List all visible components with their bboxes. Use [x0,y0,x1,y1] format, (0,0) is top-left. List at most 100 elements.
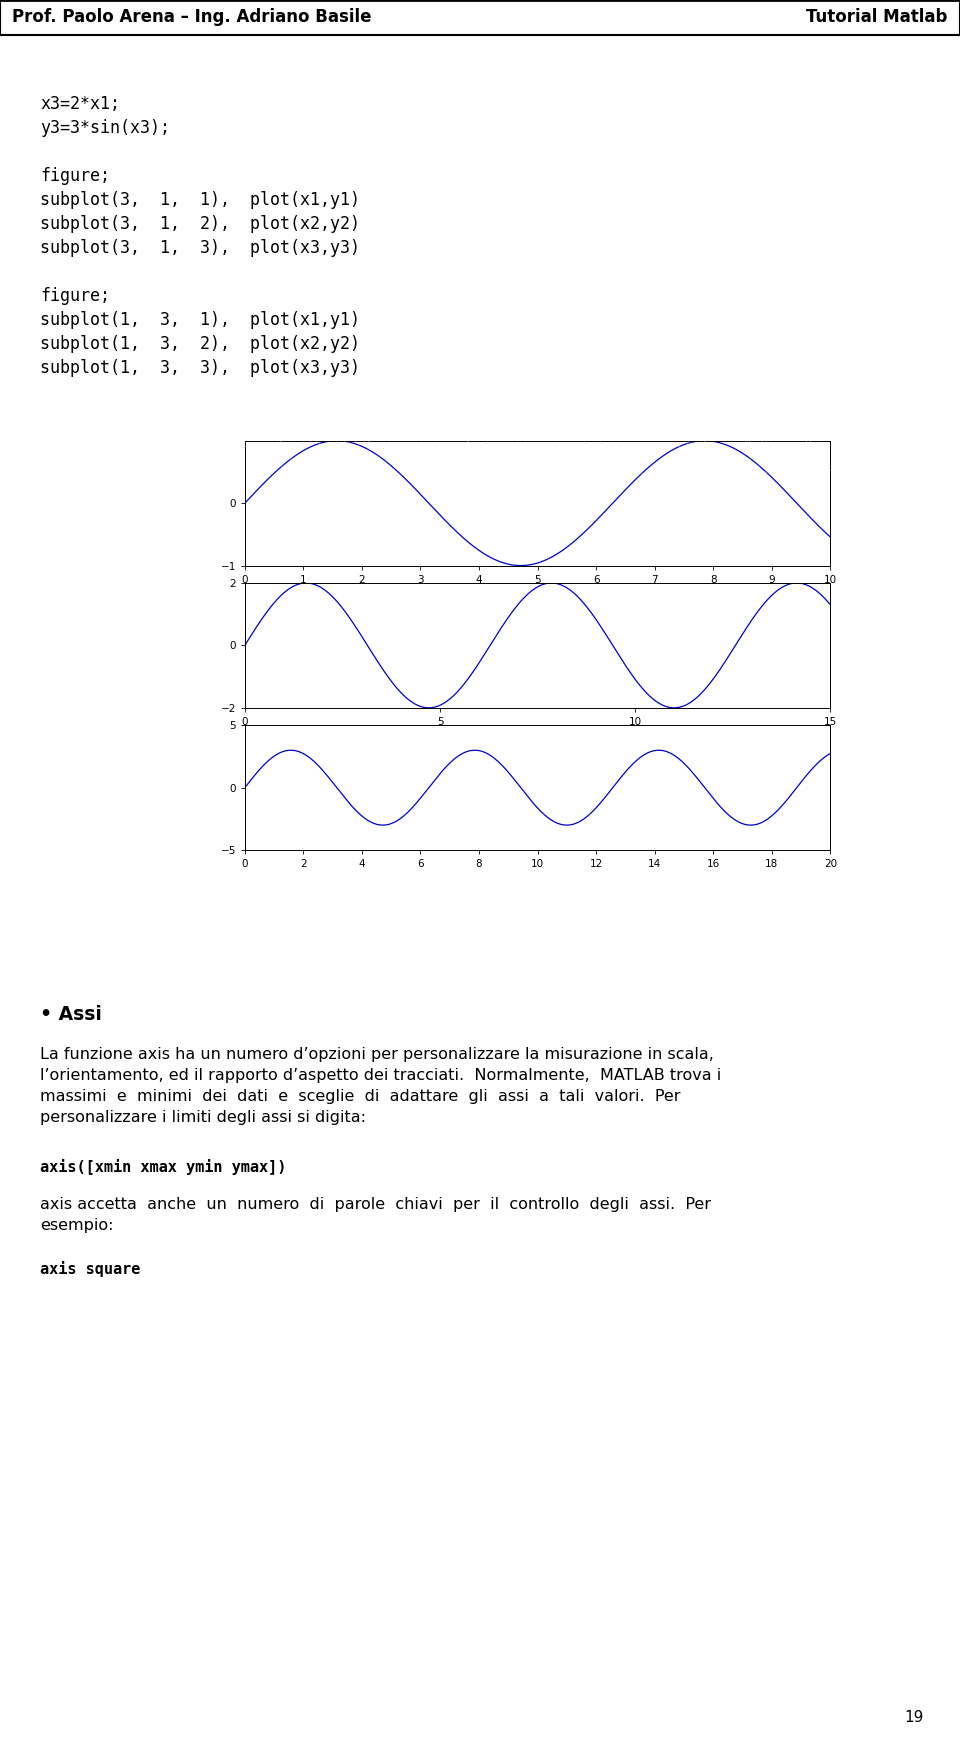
Point [582,453,597,481]
Point [549,453,564,481]
Point [250,456,265,484]
Point [387,462,402,490]
Point [801,456,816,484]
Point [339,458,354,486]
Text: personalizzare i limiti degli assi si digita:: personalizzare i limiti degli assi si di… [40,1110,367,1125]
Point [336,449,351,477]
Point [614,441,630,469]
Point [445,449,461,477]
Point [554,437,569,465]
Point [427,432,443,460]
Point [607,442,622,470]
Point [446,455,462,483]
Point [399,449,415,477]
Point [674,436,689,463]
Point [249,453,264,481]
Point [332,437,348,465]
Point [524,429,540,456]
Point [735,446,751,474]
Point [527,449,542,477]
Point [798,453,813,481]
Point [645,456,660,484]
Point [241,444,256,472]
Point [516,444,532,472]
Point [747,460,762,488]
Point [499,442,515,470]
Point [273,446,288,474]
Point [705,460,720,488]
Point [579,429,594,456]
Text: subplot(3,  1,  1),  plot(x1,y1): subplot(3, 1, 1), plot(x1,y1) [40,192,360,209]
Point [639,441,655,469]
Point [529,444,544,472]
Point [402,448,418,476]
Point [394,455,409,483]
Point [240,436,255,463]
Point [619,456,635,484]
Point [701,444,716,472]
Point [462,439,477,467]
Point [561,437,576,465]
Point [812,441,828,469]
Point [540,453,555,481]
Point [413,451,428,479]
Point [774,458,789,486]
Point [302,448,318,476]
Point [465,449,480,477]
Point [265,458,280,486]
Point [682,449,697,477]
Point [479,434,494,462]
Point [361,439,376,467]
Point [238,432,253,460]
Point [467,448,482,476]
Point [303,449,319,477]
Point [390,442,405,470]
Point [672,460,687,488]
Point [517,441,533,469]
Point [694,439,709,467]
Point [489,460,504,488]
Point [386,439,401,467]
Point [483,444,498,472]
Point [321,458,336,486]
Point [323,442,338,470]
Point [288,442,303,470]
Point [461,448,476,476]
Point [551,446,566,474]
Point [433,455,448,483]
Point [426,436,442,463]
Point [800,458,815,486]
Point [432,462,447,490]
Point [404,446,420,474]
Point [420,455,436,483]
Point [412,441,427,469]
Point [365,441,380,469]
Point [704,449,719,477]
Point [605,451,620,479]
Point [499,444,515,472]
Point [518,444,534,472]
Point [670,444,685,472]
Point [421,453,437,481]
Point [646,444,661,472]
Point [324,456,339,484]
Point [623,460,638,488]
Point [564,436,579,463]
Point [331,437,347,465]
Point [408,453,423,481]
Point [485,448,500,476]
Point [524,430,540,458]
Point [511,453,526,481]
Point [498,429,514,456]
Point [391,451,406,479]
Point [806,456,822,484]
Point [550,455,565,483]
Point [354,449,370,477]
Point [287,449,302,477]
Point [267,437,282,465]
Point [374,434,390,462]
Point [605,442,620,470]
Point [388,430,403,458]
Point [304,446,320,474]
Point [616,439,632,467]
